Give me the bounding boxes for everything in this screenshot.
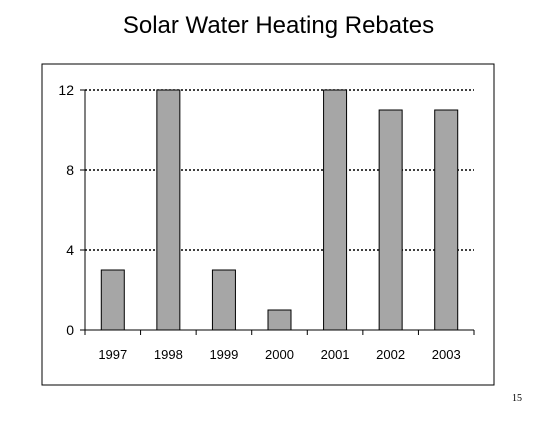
- x-tick-label: 2003: [432, 347, 461, 362]
- x-tick-label: 1998: [154, 347, 183, 362]
- bar-2001: [323, 89, 348, 331]
- bar-2003: [434, 109, 459, 331]
- x-tick-label: 1997: [98, 347, 127, 362]
- bar-1999: [211, 269, 236, 331]
- chart-frame: [41, 63, 495, 386]
- x-tick-label: 1999: [209, 347, 238, 362]
- bar-2002: [378, 109, 403, 331]
- x-tick-label: 2000: [265, 347, 294, 362]
- y-tick-label: 0: [66, 322, 74, 338]
- x-tick-label: 2001: [321, 347, 350, 362]
- x-tick-label: 2002: [376, 347, 405, 362]
- page-number: 15: [512, 393, 522, 404]
- y-tick-label: 8: [66, 162, 74, 178]
- y-tick-label: 4: [66, 242, 74, 258]
- bar-1997: [100, 269, 125, 331]
- bar-2000: [267, 309, 292, 331]
- chart-title: Solar Water Heating Rebates: [122, 12, 435, 39]
- bar-1998: [156, 89, 181, 331]
- y-tick-label: 12: [58, 82, 74, 98]
